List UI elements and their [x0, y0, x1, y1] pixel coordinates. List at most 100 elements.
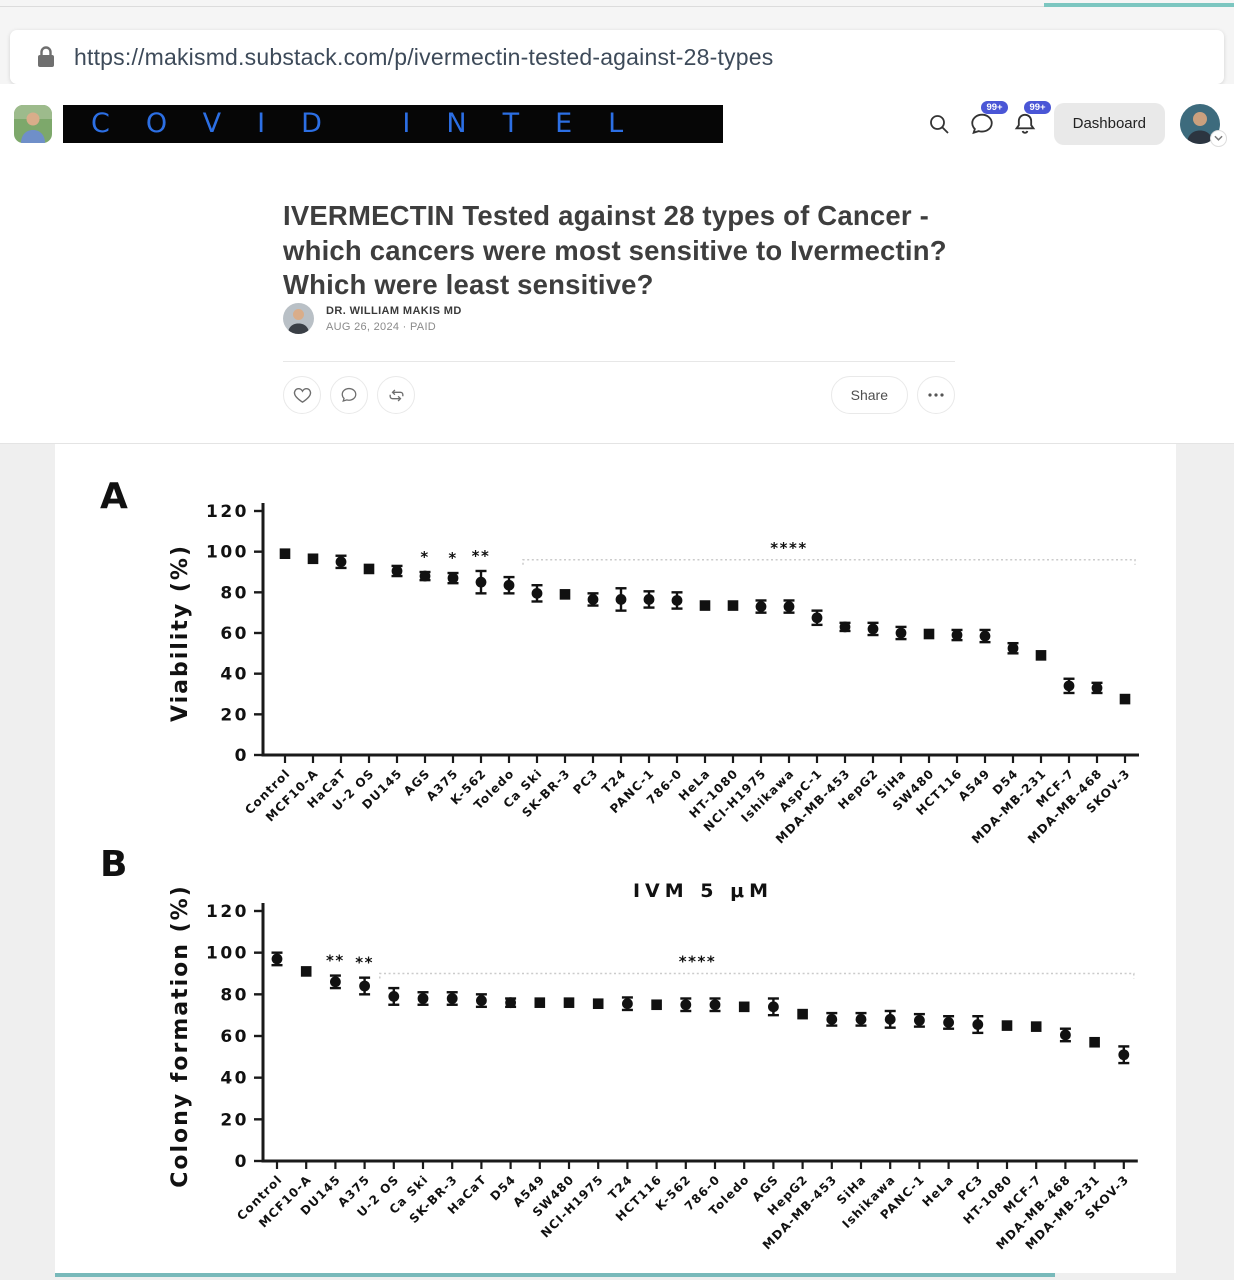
article-header: IVERMECTIN Tested against 28 types of Ca…: [0, 163, 1234, 443]
x-tick-label: HeLa: [919, 1172, 956, 1209]
data-point: [300, 966, 312, 977]
x-tick-label: PC3: [570, 766, 601, 797]
data-point: [923, 628, 935, 640]
data-point: [503, 579, 515, 591]
search-icon: [929, 114, 949, 134]
data-point: [447, 572, 459, 584]
panel-label: B: [100, 844, 127, 885]
bell-icon: [1014, 113, 1035, 134]
post-title: IVERMECTIN Tested against 28 types of Ca…: [283, 200, 947, 301]
chevron-down-icon: [1210, 129, 1227, 147]
significance-bracket: [522, 559, 1136, 565]
restack-button[interactable]: [377, 376, 415, 414]
data-point: [884, 1013, 896, 1025]
data-point: [622, 998, 633, 1010]
data-point: [279, 548, 291, 559]
y-tick-label: 80: [220, 985, 249, 1005]
data-point: [563, 997, 575, 1008]
data-point: [475, 576, 487, 588]
significance-star: **: [472, 547, 491, 565]
notifications-button[interactable]: 99+: [1011, 100, 1051, 138]
data-point: [559, 589, 571, 600]
share-button[interactable]: Share: [830, 376, 908, 414]
search-button[interactable]: [925, 110, 953, 138]
share-button-label: Share: [850, 387, 888, 403]
x-tick-label: A549: [956, 766, 994, 804]
y-tick-label: 120: [206, 902, 249, 922]
top-divider: [0, 6, 1234, 7]
data-point: [1089, 1036, 1100, 1048]
data-point: [419, 570, 431, 582]
figure-image[interactable]: A 0 20 40 60 80 100 120 Viability (%) Control MCF1…: [55, 444, 1176, 1273]
byline: DR. WILLIAM MAKIS MD AUG 26, 2024 · PAID: [283, 303, 462, 334]
data-point: [615, 594, 627, 605]
data-point: [671, 595, 683, 606]
significance-star: *: [420, 548, 429, 566]
data-point: [1001, 1020, 1013, 1031]
data-point: [839, 621, 851, 633]
chat-button[interactable]: 99+: [968, 100, 1008, 138]
y-tick-label: 100: [206, 944, 249, 964]
data-point: [797, 1008, 808, 1020]
significance-label: ****: [770, 539, 807, 557]
data-point: [811, 612, 823, 624]
significance-star: **: [326, 952, 345, 970]
publication-logo-avatar[interactable]: [14, 104, 52, 143]
publication-logo-banner[interactable]: COVID INTEL: [63, 104, 723, 143]
y-tick-label: 60: [220, 1027, 249, 1047]
data-point: [476, 995, 487, 1006]
heart-icon: [293, 387, 311, 403]
data-point: [867, 623, 879, 635]
data-point: [727, 600, 739, 611]
chat-count-badge: 99+: [981, 100, 1008, 114]
notification-count-badge: 99+: [1024, 100, 1051, 114]
restack-icon: [388, 388, 404, 402]
y-tick-label: 40: [220, 665, 249, 685]
data-point: [1118, 1049, 1130, 1061]
data-point: [699, 600, 711, 611]
data-point: [951, 629, 963, 641]
dashboard-button-label: Dashboard: [1072, 115, 1146, 132]
y-tick-label: 0: [235, 1152, 249, 1172]
data-point: [1007, 642, 1019, 654]
data-point: [855, 1013, 867, 1025]
dashboard-button[interactable]: Dashboard: [1053, 102, 1165, 145]
like-button[interactable]: [283, 376, 321, 414]
data-point: [592, 998, 604, 1010]
comment-button[interactable]: [330, 376, 368, 414]
address-bar[interactable]: https://makismd.substack.com/p/ivermecti…: [10, 30, 1224, 84]
author-name[interactable]: DR. WILLIAM MAKIS MD: [326, 304, 462, 317]
comment-icon: [341, 387, 357, 402]
data-point: [1091, 682, 1103, 694]
header-actions: 99+ 99+ Dashboard: [925, 100, 1227, 147]
user-profile-menu[interactable]: [1180, 103, 1227, 147]
url-text: https://makismd.substack.com/p/ivermecti…: [74, 43, 774, 70]
more-options-button[interactable]: [917, 376, 955, 414]
data-point: [1063, 680, 1075, 692]
panel-label: A: [100, 476, 128, 517]
data-point: [755, 601, 767, 612]
data-point: [363, 563, 375, 575]
data-point: [359, 980, 370, 992]
data-point: [943, 1017, 954, 1028]
lock-icon[interactable]: [36, 45, 56, 69]
significance-bracket: [379, 972, 1135, 979]
data-point: [1119, 693, 1131, 705]
y-tick-label: 80: [220, 583, 249, 603]
data-point: [417, 993, 429, 1004]
ellipsis-icon: [928, 393, 944, 397]
data-point: [914, 1014, 925, 1026]
data-point: [738, 1001, 750, 1013]
divider-line: [283, 361, 955, 362]
author-avatar[interactable]: [283, 303, 314, 334]
y-tick-label: 100: [206, 543, 249, 563]
y-axis-title: Viability (%): [168, 544, 193, 722]
data-point: [388, 991, 400, 1002]
y-tick-label: 60: [220, 624, 249, 644]
significance-label: ****: [679, 953, 716, 971]
publication-logo-text: COVID INTEL: [91, 108, 660, 139]
data-point: [391, 565, 403, 577]
post-date-meta: AUG 26, 2024 · PAID: [326, 320, 437, 333]
